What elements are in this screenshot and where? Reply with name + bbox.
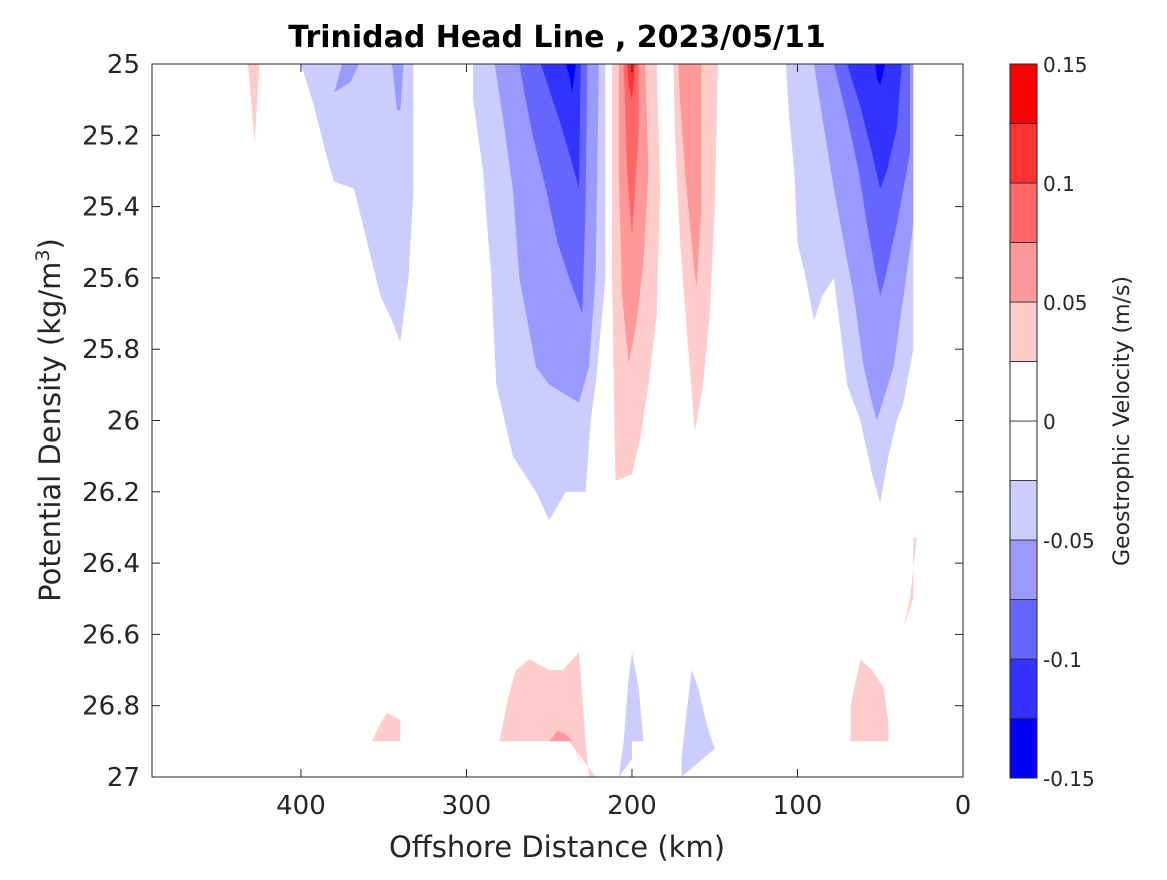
contour-region-24 (850, 659, 889, 742)
contour-region-3 (392, 64, 404, 111)
contour-region-23 (372, 712, 401, 742)
colorbar-segment (1009, 480, 1038, 541)
plot-area: 400 300 200 100 0 25 25.2 25.4 25.6 25.8 26 26.2 26… (82, 50, 971, 821)
y-axis-label-sup: 3 (32, 249, 54, 261)
contour-region-7 (540, 64, 581, 189)
contour-region-8 (565, 64, 576, 93)
y-tick-label: 26.2 (82, 478, 140, 508)
colorbar-segment (1009, 182, 1038, 243)
y-tick-label: 25.6 (82, 264, 140, 294)
chart-title: Trinidad Head Line , 2023/05/11 (288, 20, 825, 55)
colorbar-segment (1009, 361, 1038, 422)
y-tick-label: 25.4 (82, 193, 140, 223)
y-tick-label: 27 (107, 763, 140, 793)
contour-region-18 (847, 64, 902, 189)
x-tick-label: 300 (442, 791, 492, 821)
colorbar-segment (1009, 63, 1038, 124)
colorbar-tick-label: -0.1 (1043, 648, 1082, 672)
colorbar-tick-label: 0 (1043, 410, 1056, 434)
y-tick-label: 26.8 (82, 692, 140, 722)
contour-region-11 (623, 64, 639, 236)
x-tick-label: 200 (607, 791, 657, 821)
colorbar-segments (1009, 63, 1038, 779)
colorbar: 0.15 0.1 0.05 0 -0.05 -0.1 -0.15 (1009, 53, 1095, 791)
contour-region-14 (678, 64, 702, 289)
colorbar-segment (1009, 658, 1038, 719)
contour-region-25 (618, 652, 644, 777)
contour-region-20 (903, 538, 917, 628)
y-axis-ticks: 25 25.2 25.4 25.6 25.8 26 26.2 26.4 26.6 26.8 27 (82, 50, 963, 793)
colorbar-ticks: 0.15 0.1 0.05 0 -0.05 -0.1 -0.15 (1043, 53, 1095, 791)
y-axis-label-prefix: Potential Density (kg/m (33, 262, 67, 602)
contour-region-19 (875, 64, 886, 86)
colorbar-segment (1009, 539, 1038, 600)
colorbar-segment (1009, 123, 1038, 184)
colorbar-tick-label: -0.15 (1043, 767, 1095, 791)
y-axis-label: Potential Density (kg/m3) (32, 238, 67, 602)
colorbar-label: Geostrophic Velocity (m/s) (1110, 276, 1135, 566)
contour-region-0 (248, 64, 260, 143)
y-tick-label: 25 (107, 50, 140, 80)
contour-region-26 (681, 670, 715, 777)
y-axis-label-suffix: ) (33, 238, 67, 249)
x-tick-label: 100 (773, 791, 823, 821)
colorbar-segment (1009, 301, 1038, 362)
colorbar-tick-label: 0.1 (1043, 172, 1075, 196)
contour-region-21 (499, 652, 596, 777)
y-tick-label: 25.8 (82, 335, 140, 365)
x-tick-label: 0 (955, 791, 972, 821)
x-axis-label: Offshore Distance (km) (389, 830, 725, 864)
y-tick-label: 25.2 (82, 121, 140, 151)
colorbar-tick-label: 0.05 (1043, 291, 1088, 315)
contour-region-2 (334, 64, 359, 93)
colorbar-segment (1009, 420, 1038, 481)
contour-region-1 (301, 64, 414, 343)
colorbar-segment (1009, 599, 1038, 660)
y-tick-label: 26 (107, 407, 140, 437)
y-tick-label: 26.4 (82, 549, 140, 579)
colorbar-tick-label: -0.05 (1043, 529, 1095, 553)
contour-regions (248, 64, 917, 777)
contour-region-12 (627, 64, 636, 100)
x-tick-label: 400 (276, 791, 326, 821)
x-axis-ticks: 400 300 200 100 0 (276, 64, 971, 821)
colorbar-segment (1009, 718, 1038, 779)
colorbar-segment (1009, 242, 1038, 303)
colorbar-frame (1009, 63, 1038, 779)
y-tick-label: 26.6 (82, 620, 140, 650)
colorbar-tick-label: 0.15 (1043, 53, 1088, 77)
contour-region-22 (549, 730, 583, 767)
